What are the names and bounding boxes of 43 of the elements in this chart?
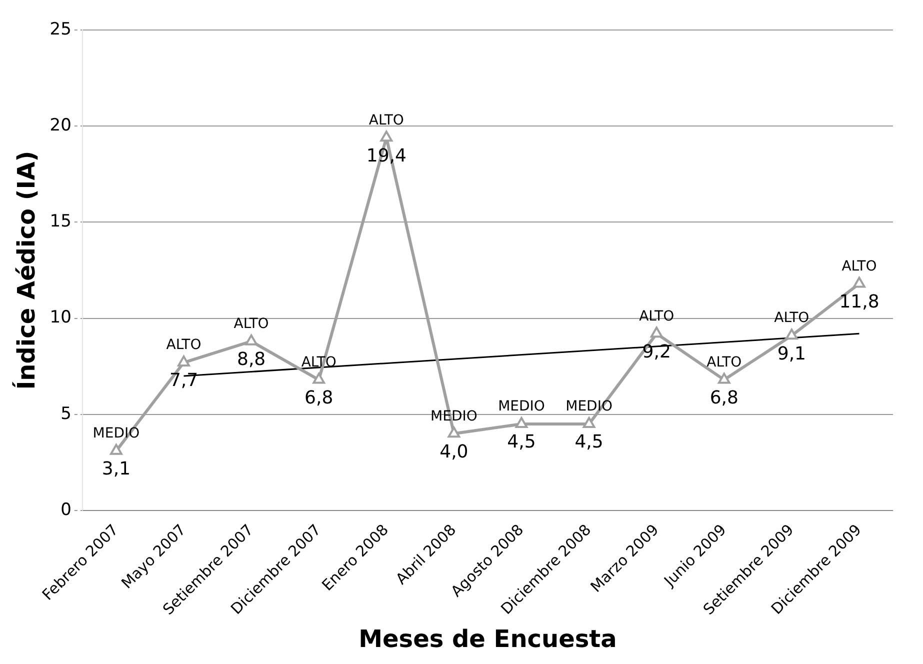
point — [582, 417, 596, 428]
annotation: MEDIO — [498, 398, 545, 415]
data-label: 7,7 — [169, 370, 198, 392]
point — [448, 426, 460, 438]
y-tick-label: 10 — [50, 308, 72, 328]
annotation: MEDIO — [566, 398, 612, 415]
point — [178, 356, 190, 367]
annotation: MEDIO — [92, 426, 140, 442]
annotation: ALTO — [301, 354, 336, 370]
point — [785, 328, 798, 340]
data-label: 11,8 — [839, 291, 880, 312]
y-tick-label: 15 — [50, 212, 72, 232]
y-tick-label: 5 — [60, 404, 72, 424]
point — [110, 444, 122, 455]
y-tick-label: 20 — [50, 116, 72, 136]
annotation: ALTO — [166, 337, 202, 354]
point — [853, 276, 866, 288]
x-axis-title: Meses de Encuesta — [358, 624, 617, 653]
annotation: ALTO — [368, 112, 404, 128]
point — [380, 130, 393, 142]
annotation: ALTO — [774, 310, 810, 326]
annotation: ALTO — [234, 316, 269, 332]
annotation: ALTO — [842, 258, 877, 274]
y-axis-title: Índice Aédico (IA) — [12, 150, 41, 390]
data-label: 6,8 — [710, 387, 738, 408]
data-label: 4,0 — [440, 441, 468, 462]
y-tick-label: 25 — [50, 19, 72, 40]
annotation: MEDIO — [430, 408, 478, 424]
data-label: 6,8 — [304, 387, 334, 408]
data-label: 19,4 — [366, 145, 406, 166]
point — [515, 417, 528, 428]
data-label: 3,1 — [102, 458, 131, 480]
point — [245, 334, 258, 346]
data-label: 9,1 — [777, 343, 806, 364]
annotation: ALTO — [639, 308, 674, 324]
data-label: 4,5 — [507, 432, 536, 453]
annotation: ALTO — [706, 354, 742, 370]
y-tick-label: 0 — [60, 500, 72, 520]
data-label: 4,5 — [574, 432, 604, 453]
point — [718, 372, 730, 384]
point — [312, 372, 326, 384]
data-label: 8,8 — [236, 349, 266, 370]
point — [650, 326, 663, 338]
